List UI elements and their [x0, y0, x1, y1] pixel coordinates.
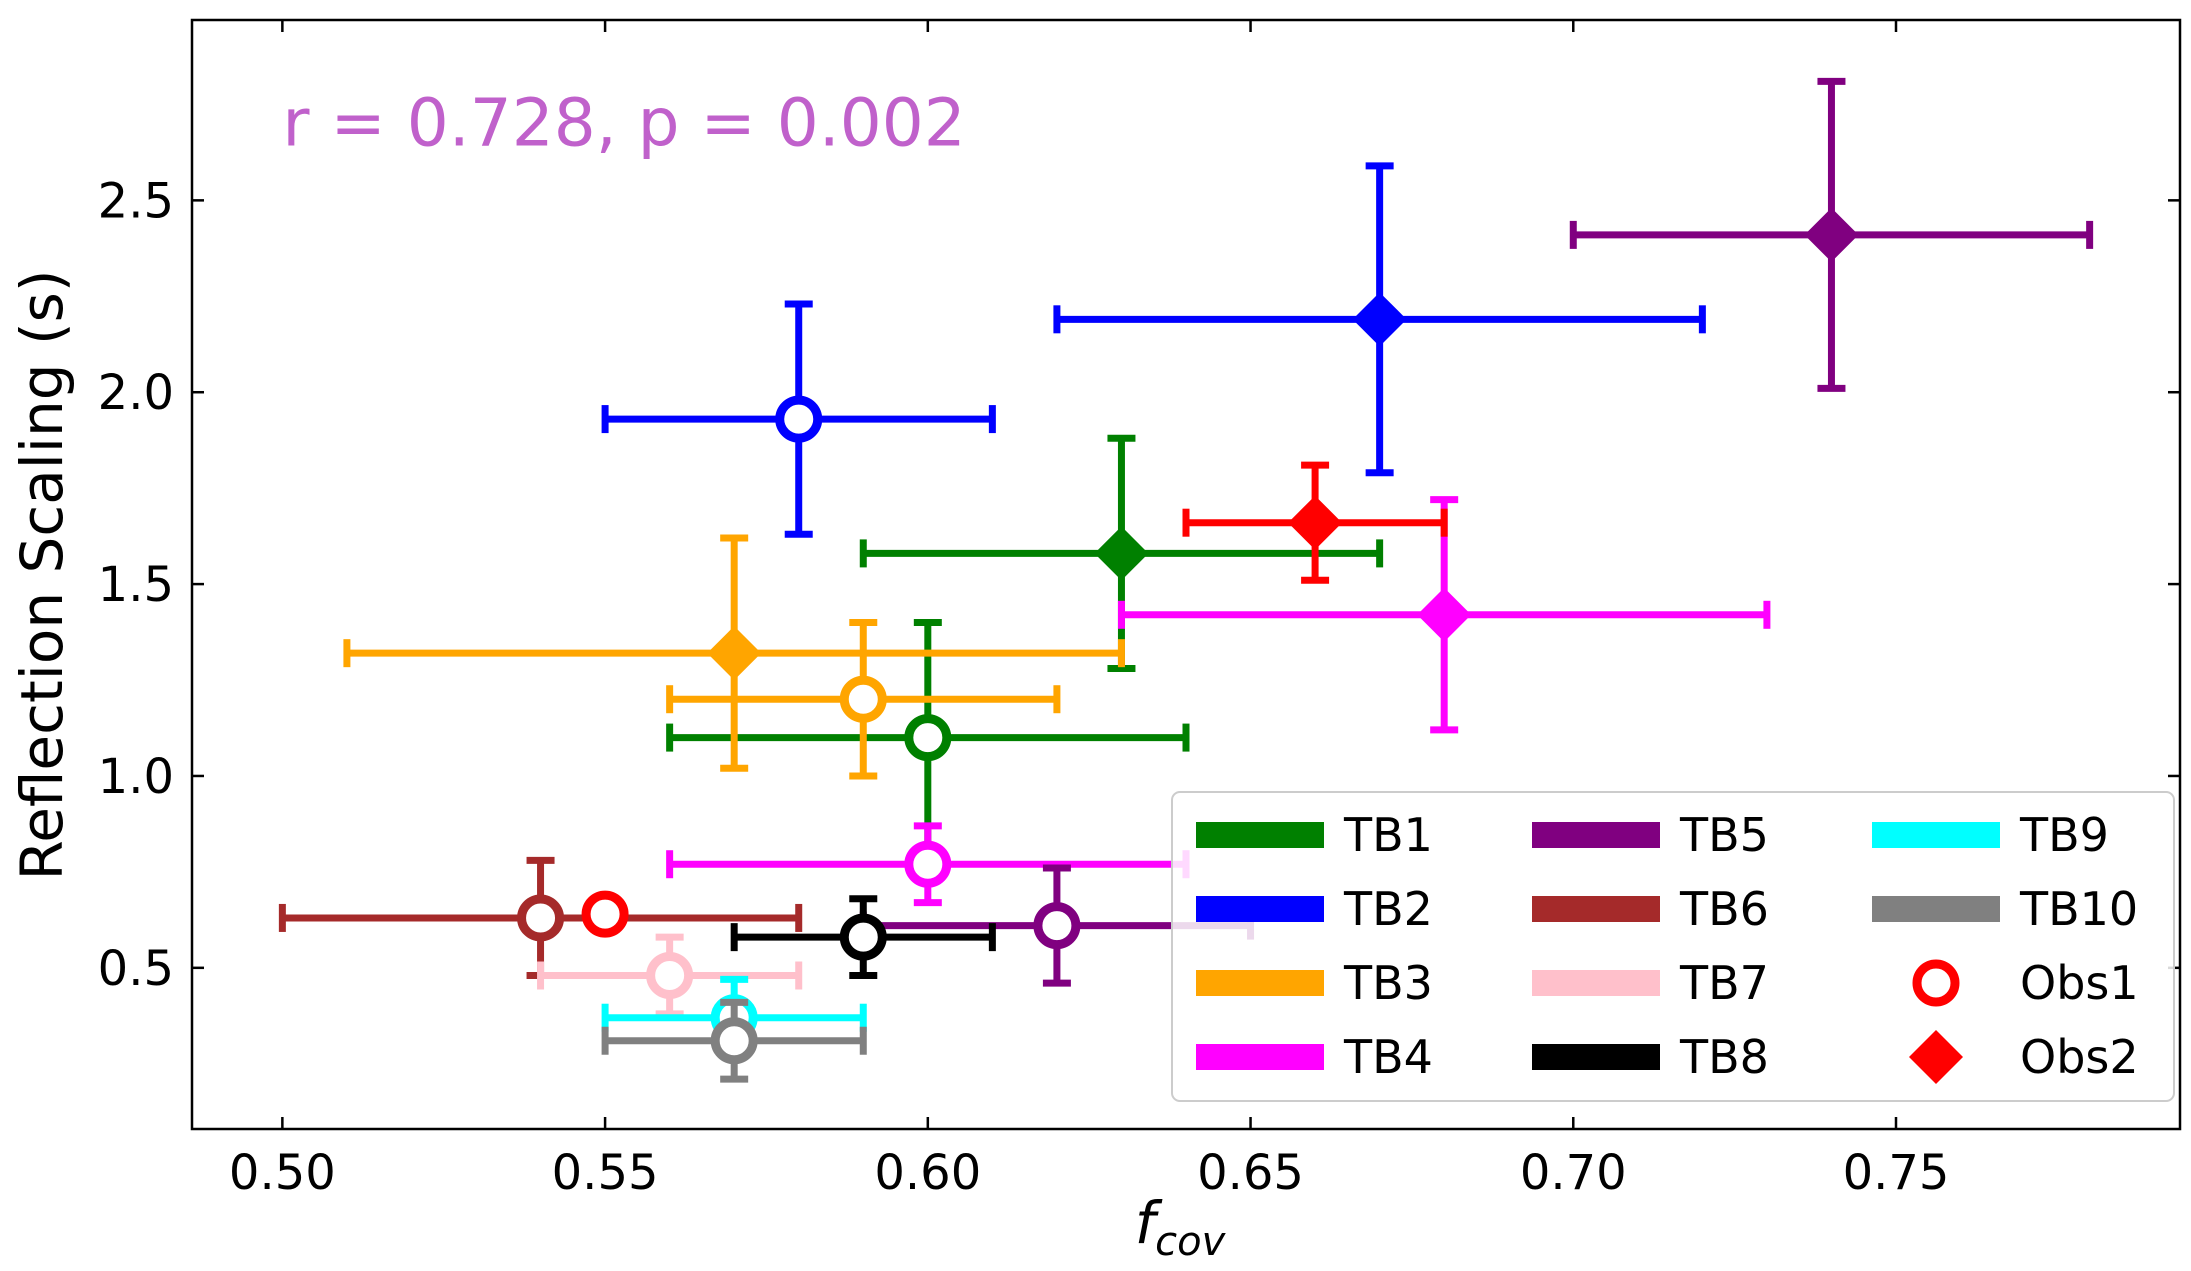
legend-label: TB6 — [1679, 882, 1769, 936]
legend-item-tb9: TB9 — [1872, 808, 2109, 862]
legend: TB1 TB2 TB3 TB4 TB5 TB6 TB7 TB8 TB9 TB10 Obs1 Obs2 — [1171, 791, 2175, 1102]
marker-circle — [517, 894, 565, 942]
marker-circle — [710, 1017, 758, 1065]
data-point-tb1-obs2 — [859, 434, 1384, 673]
x-tick-label: 0.70 — [1520, 1145, 1627, 1201]
data-point-tb4-obs1 — [666, 822, 1190, 907]
legend-label: TB5 — [1679, 808, 1769, 862]
marker-diamond — [1094, 526, 1149, 581]
y-tick-label: 1.5 — [98, 557, 174, 613]
marker-diamond — [1804, 207, 1859, 262]
legend-item-tb8: TB8 — [1532, 1030, 1769, 1084]
y-axis-label: Reflection Scaling (s) — [8, 270, 76, 881]
plot-frame — [190, 18, 2182, 1131]
legend-label: TB2 — [1343, 882, 1433, 936]
marker-circle — [839, 913, 887, 961]
marker-circle — [775, 395, 823, 443]
legend-item-tb5: TB5 — [1532, 808, 1769, 862]
legend-swatch — [1196, 822, 1324, 848]
legend-label: TB7 — [1679, 956, 1769, 1010]
x-tick-label: 0.65 — [1197, 1145, 1304, 1201]
data-point-tb10-obs1 — [601, 998, 867, 1083]
correlation-annotation: r = 0.728, p = 0.002 — [282, 85, 965, 162]
legend-item-tb7: TB7 — [1532, 956, 1769, 1010]
data-point-tb8-obs1 — [730, 895, 996, 980]
legend-swatch — [1532, 970, 1660, 996]
legend-label: TB1 — [1343, 808, 1433, 862]
x-tick-label: 0.55 — [552, 1145, 659, 1201]
marker-diamond — [1417, 587, 1472, 642]
marker-circle — [904, 714, 952, 762]
x-tick-label: 0.60 — [874, 1145, 981, 1201]
x-tick-label: 0.50 — [229, 1145, 336, 1201]
marker-diamond — [1352, 292, 1407, 347]
legend-swatch — [1872, 896, 2000, 922]
legend-swatch — [1532, 1044, 1660, 1070]
legend-item-tb2: TB2 — [1196, 882, 1433, 936]
x-axis-label-subscript: cov — [1155, 1219, 1226, 1265]
data-point-obs2-extra-obs2 — [1182, 461, 1448, 584]
y-tick-label: 1.0 — [98, 749, 174, 805]
marker-diamond — [707, 626, 762, 681]
data-point-tb5-obs2 — [1569, 77, 2094, 392]
legend-swatch — [1872, 822, 2000, 848]
legend-label: TB8 — [1679, 1030, 1769, 1084]
legend-box — [1171, 791, 2175, 1102]
legend-label: Obs1 — [2020, 956, 2139, 1010]
marker-diamond — [1288, 495, 1343, 550]
legend-item-obs1: Obs1 — [1912, 956, 2139, 1010]
x-tick-label: 0.75 — [1843, 1145, 1950, 1201]
legend-item-tb1: TB1 — [1196, 808, 1433, 862]
marker-circle — [904, 840, 952, 888]
legend-label: TB9 — [2019, 808, 2109, 862]
data-point-tb2-obs1 — [601, 300, 996, 538]
plot-area — [278, 77, 2094, 1083]
marker-circle — [1033, 902, 1081, 950]
legend-marker-diamond — [1909, 1030, 1963, 1084]
data-point-tb2-obs2 — [1053, 162, 1706, 477]
marker-circle — [646, 952, 694, 1000]
marker-circle — [581, 890, 629, 938]
legend-swatch — [1196, 1044, 1324, 1070]
legend-swatch — [1532, 822, 1660, 848]
legend-swatch — [1196, 970, 1324, 996]
legend-swatch — [1532, 896, 1660, 922]
legend-item-obs2: Obs2 — [1909, 1030, 2139, 1084]
y-tick-label: 2.5 — [98, 173, 174, 229]
y-tick-label: 2.0 — [98, 365, 174, 421]
legend-swatch — [1196, 896, 1324, 922]
legend-item-tb10: TB10 — [1872, 882, 2138, 936]
legend-label: TB3 — [1343, 956, 1433, 1010]
data-point-tb1-obs1 — [666, 618, 1190, 857]
legend-label: Obs2 — [2020, 1030, 2139, 1084]
legend-label: TB10 — [2019, 882, 2138, 936]
data-point-tb3-obs2 — [343, 534, 1125, 772]
data-point-tb6-obs1 — [278, 856, 803, 980]
legend-item-tb4: TB4 — [1196, 1030, 1433, 1084]
marker-circle — [839, 675, 887, 723]
legend-item-tb6: TB6 — [1532, 882, 1769, 936]
data-point-obs1-extra-obs1 — [581, 890, 629, 938]
legend-label: TB4 — [1343, 1030, 1433, 1084]
data-point-tb4-obs2 — [1117, 496, 1771, 734]
data-point-tb7-obs1 — [537, 933, 803, 1018]
legend-item-tb3: TB3 — [1196, 956, 1433, 1010]
y-tick-label: 0.5 — [98, 941, 174, 997]
axes: 0.50 0.55 0.60 0.65 0.70 0.75 0.5 1.0 1.5 2.0 2.5 — [98, 20, 2180, 1201]
legend-marker-circle — [1912, 959, 1960, 1007]
